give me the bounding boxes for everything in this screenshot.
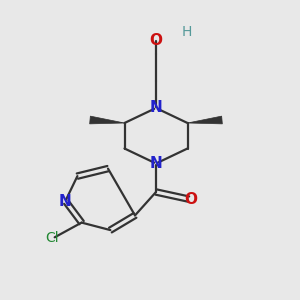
Text: N: N (150, 100, 162, 116)
Text: N: N (150, 156, 162, 171)
Polygon shape (90, 116, 124, 124)
Text: H: H (182, 26, 192, 39)
Text: O: O (184, 192, 197, 207)
Text: N: N (59, 194, 72, 208)
Text: O: O (149, 33, 163, 48)
Text: Cl: Cl (46, 232, 59, 245)
Polygon shape (188, 116, 222, 124)
